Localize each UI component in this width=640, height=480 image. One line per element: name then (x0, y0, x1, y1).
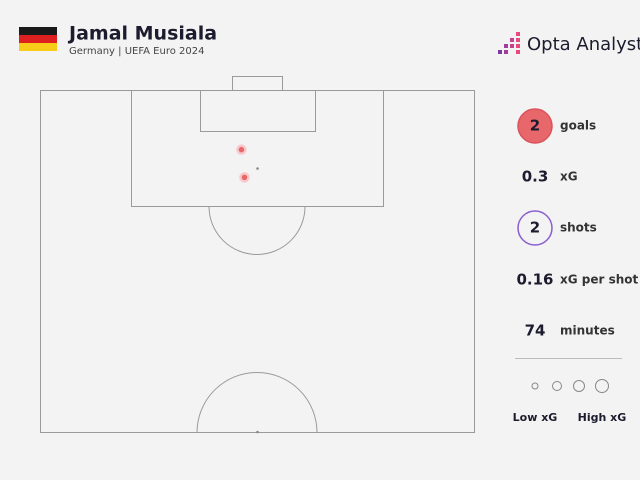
shot (236, 144, 247, 155)
player-name: Jamal Musiala (67, 23, 217, 45)
stat-badge (517, 108, 553, 144)
stat-label: minutes (560, 324, 615, 338)
stat-badge (517, 210, 553, 246)
stat-value: 74 (525, 322, 546, 340)
flag (19, 27, 57, 51)
stat-label: goals (560, 119, 596, 133)
legend-sizes (531, 379, 609, 393)
stat-label: xG (560, 170, 578, 184)
brand: Opta Analyst (527, 34, 640, 55)
stat-value: 2 (530, 117, 540, 135)
stat-label: xG per shot (560, 273, 639, 287)
brand-logo (498, 32, 520, 54)
pitch (40, 76, 475, 434)
stat-value: 0.16 (516, 271, 553, 289)
shot (239, 172, 250, 183)
legend-high: High xG (578, 411, 627, 424)
stat-label: shots (560, 221, 597, 235)
legend-low: Low xG (513, 411, 558, 424)
stat-value: 2 (530, 219, 540, 237)
stat-value: 0.3 (522, 168, 549, 186)
subtitle: Germany | UEFA Euro 2024 (69, 46, 204, 57)
